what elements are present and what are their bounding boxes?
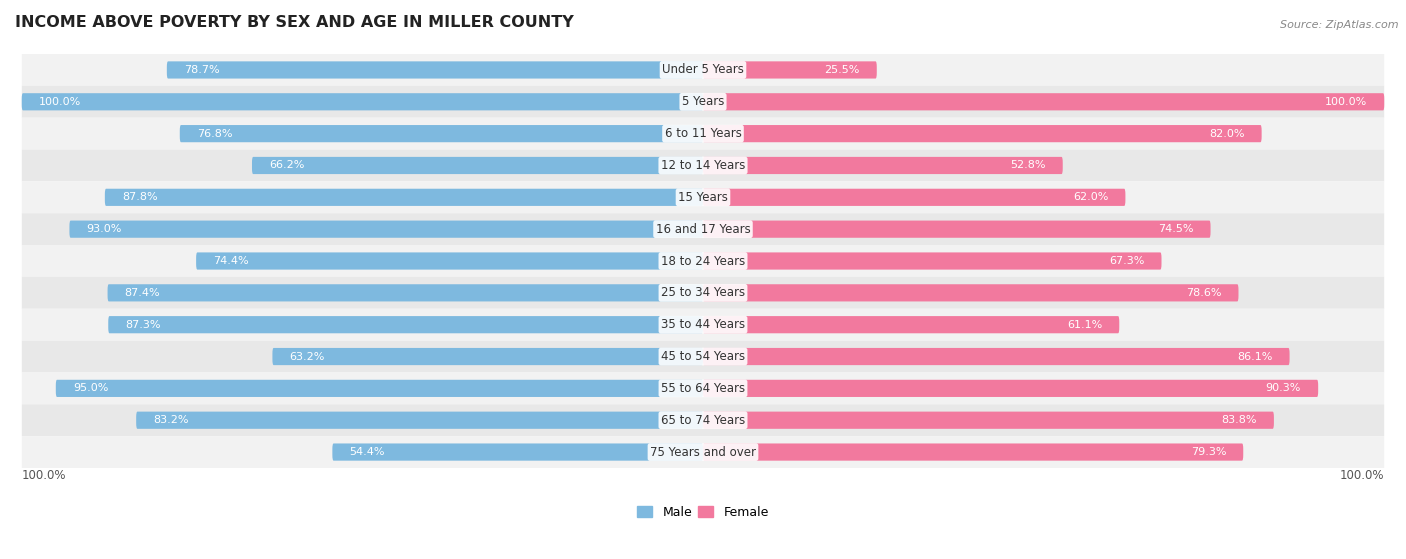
Text: 100.0%: 100.0% [22,470,66,482]
FancyBboxPatch shape [56,380,703,397]
Text: 63.2%: 63.2% [290,352,325,362]
Text: 5 Years: 5 Years [682,95,724,108]
FancyBboxPatch shape [703,380,1319,397]
Text: 55 to 64 Years: 55 to 64 Years [661,382,745,395]
Text: 65 to 74 Years: 65 to 74 Years [661,414,745,427]
FancyBboxPatch shape [22,309,1384,340]
FancyBboxPatch shape [22,372,1384,404]
FancyBboxPatch shape [21,93,703,110]
Text: 74.4%: 74.4% [214,256,249,266]
Text: 6 to 11 Years: 6 to 11 Years [665,127,741,140]
FancyBboxPatch shape [22,277,1384,309]
Text: 45 to 54 Years: 45 to 54 Years [661,350,745,363]
Text: 100.0%: 100.0% [1340,470,1384,482]
FancyBboxPatch shape [703,125,1261,142]
FancyBboxPatch shape [252,157,703,174]
FancyBboxPatch shape [703,61,877,79]
FancyBboxPatch shape [22,182,1384,213]
Text: 90.3%: 90.3% [1265,383,1301,394]
Legend: Male, Female: Male, Female [633,501,773,524]
FancyBboxPatch shape [273,348,703,365]
FancyBboxPatch shape [22,118,1384,150]
Text: 25.5%: 25.5% [824,65,859,75]
Text: 87.3%: 87.3% [125,320,160,330]
Text: 83.8%: 83.8% [1222,415,1257,425]
Text: 78.7%: 78.7% [184,65,219,75]
Text: 18 to 24 Years: 18 to 24 Years [661,254,745,268]
FancyBboxPatch shape [703,348,1289,365]
Text: 75 Years and over: 75 Years and over [650,446,756,458]
Text: 74.5%: 74.5% [1159,224,1194,234]
FancyBboxPatch shape [703,253,1161,269]
Text: 15 Years: 15 Years [678,191,728,204]
Text: 62.0%: 62.0% [1073,192,1108,202]
FancyBboxPatch shape [703,285,1239,301]
Text: 25 to 34 Years: 25 to 34 Years [661,286,745,300]
FancyBboxPatch shape [22,404,1384,436]
Text: 16 and 17 Years: 16 and 17 Years [655,222,751,236]
FancyBboxPatch shape [108,316,703,333]
FancyBboxPatch shape [69,221,703,238]
Text: 76.8%: 76.8% [197,129,232,139]
Text: 100.0%: 100.0% [39,97,82,107]
FancyBboxPatch shape [22,86,1384,118]
FancyBboxPatch shape [703,189,1125,206]
FancyBboxPatch shape [703,93,1385,110]
FancyBboxPatch shape [703,157,1063,174]
Text: 79.3%: 79.3% [1191,447,1226,457]
Text: 86.1%: 86.1% [1237,352,1272,362]
FancyBboxPatch shape [180,125,703,142]
FancyBboxPatch shape [22,213,1384,245]
FancyBboxPatch shape [703,443,1243,461]
Text: INCOME ABOVE POVERTY BY SEX AND AGE IN MILLER COUNTY: INCOME ABOVE POVERTY BY SEX AND AGE IN M… [15,15,574,30]
FancyBboxPatch shape [195,253,703,269]
FancyBboxPatch shape [703,316,1119,333]
Text: 66.2%: 66.2% [269,160,305,170]
Text: 87.4%: 87.4% [125,288,160,298]
FancyBboxPatch shape [703,411,1274,429]
Text: 12 to 14 Years: 12 to 14 Years [661,159,745,172]
FancyBboxPatch shape [22,340,1384,372]
FancyBboxPatch shape [703,221,1211,238]
Text: 87.8%: 87.8% [122,192,157,202]
FancyBboxPatch shape [105,189,703,206]
FancyBboxPatch shape [108,285,703,301]
Text: Source: ZipAtlas.com: Source: ZipAtlas.com [1281,20,1399,30]
Text: 82.0%: 82.0% [1209,129,1244,139]
Text: Under 5 Years: Under 5 Years [662,64,744,77]
FancyBboxPatch shape [22,150,1384,182]
Text: 78.6%: 78.6% [1185,288,1222,298]
FancyBboxPatch shape [332,443,703,461]
FancyBboxPatch shape [167,61,703,79]
Text: 95.0%: 95.0% [73,383,108,394]
Text: 61.1%: 61.1% [1067,320,1102,330]
FancyBboxPatch shape [22,54,1384,86]
Text: 100.0%: 100.0% [1324,97,1367,107]
Text: 83.2%: 83.2% [153,415,188,425]
FancyBboxPatch shape [22,245,1384,277]
Text: 54.4%: 54.4% [350,447,385,457]
Text: 67.3%: 67.3% [1109,256,1144,266]
Text: 52.8%: 52.8% [1010,160,1046,170]
Text: 35 to 44 Years: 35 to 44 Years [661,318,745,331]
Text: 93.0%: 93.0% [87,224,122,234]
FancyBboxPatch shape [22,436,1384,468]
FancyBboxPatch shape [136,411,703,429]
